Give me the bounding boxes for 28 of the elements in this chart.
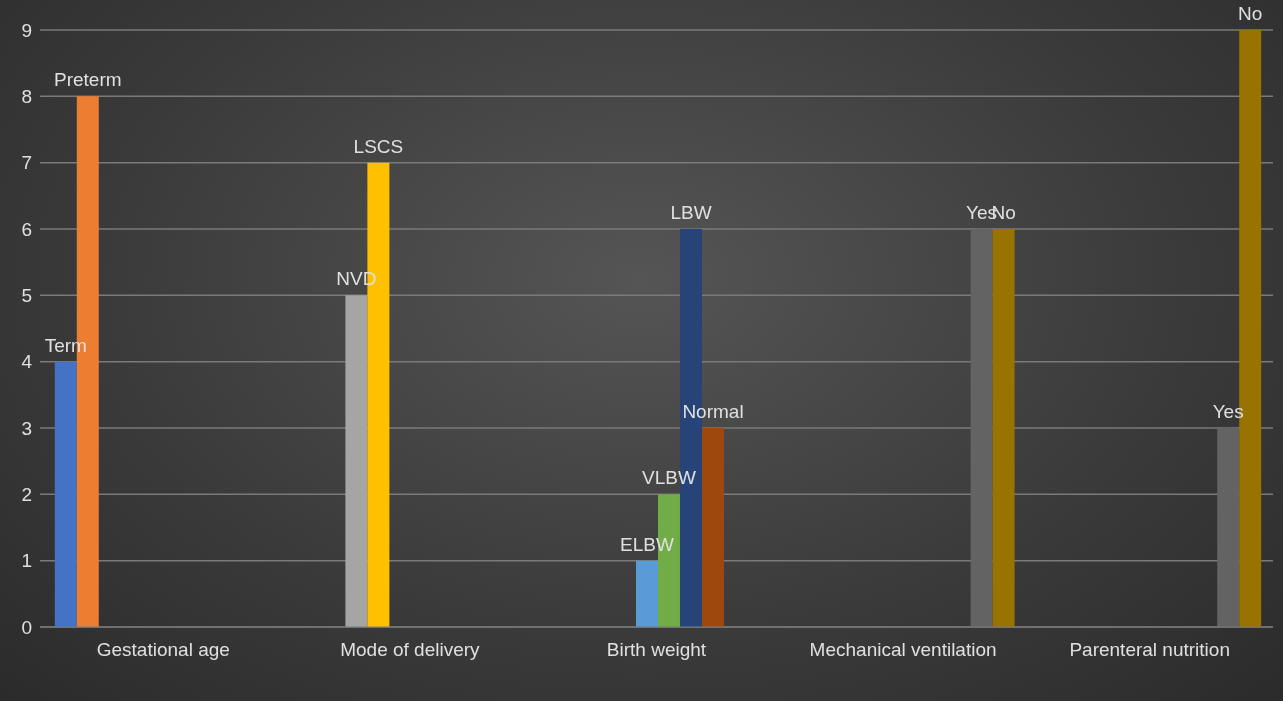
y-tick-label: 1 [21,550,32,572]
y-tick-label: 3 [21,417,32,439]
y-tick-label: 6 [21,218,32,240]
y-tick-label: 4 [21,351,33,373]
bar [54,361,77,627]
y-tick-label: 0 [21,616,32,638]
bar [970,229,993,627]
x-tick-label: Parenteral nutrition [1069,639,1230,661]
x-tick-label: Birth weight [606,639,707,661]
bar [636,560,658,627]
series-label: No [1238,3,1263,24]
x-tick-label: Mode of delivery [340,639,481,661]
series-label: LSCS [353,135,404,157]
x-tick-label: Mechanical ventilation [809,639,997,661]
y-tick-label: 9 [21,19,32,41]
y-tick-label: 8 [21,86,32,108]
bar [702,428,724,627]
series-label: VLBW [642,467,696,489]
y-tick-label: 5 [21,285,32,307]
series-label: LBW [670,202,712,223]
y-tick-label: 7 [21,152,32,174]
bar [992,229,1015,627]
series-label: Normal [682,401,744,422]
y-tick-label: 2 [21,484,32,506]
series-label: Preterm [54,69,122,91]
bar [1217,428,1240,627]
bar [345,295,368,627]
x-tick-label: Gestational age [96,639,230,661]
